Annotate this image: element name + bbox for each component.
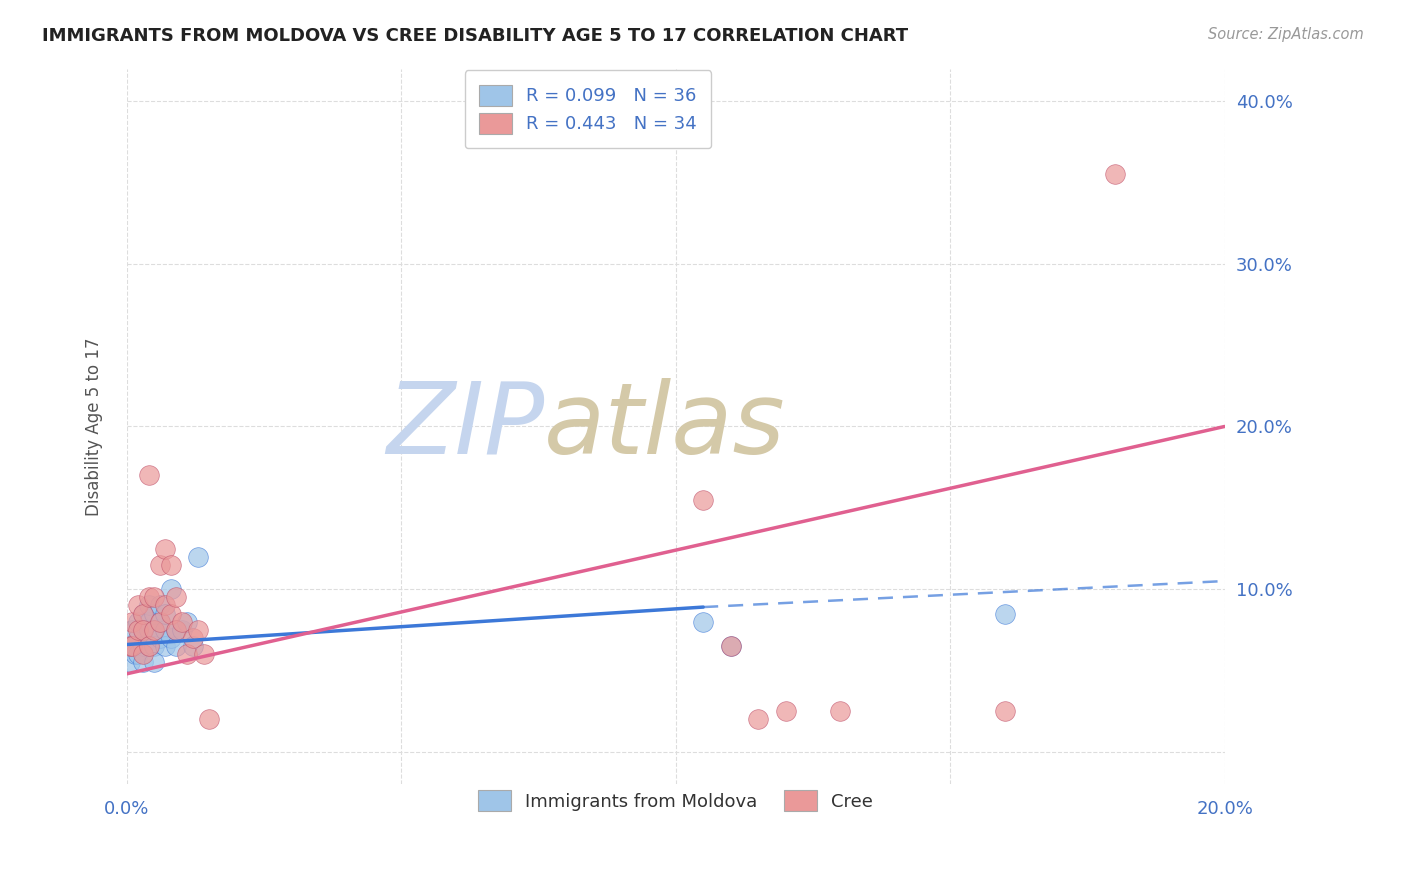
Point [132,623,155,637]
Point [159,607,181,621]
Point [1104,167,1126,181]
Point [198,712,221,726]
Point [720,639,742,653]
Point [159,558,181,572]
Point [159,582,181,597]
Point [187,549,209,564]
Point [138,599,160,613]
Point [132,656,155,670]
Point [159,631,181,645]
Point [127,647,149,661]
Point [121,639,143,653]
Point [127,615,149,629]
Point [692,492,714,507]
Point [138,623,160,637]
Point [193,647,215,661]
Point [149,558,172,572]
Point [165,591,187,605]
Point [138,591,160,605]
Point [118,639,141,653]
Point [155,639,177,653]
Point [132,623,155,637]
Point [127,623,149,637]
Point [121,615,143,629]
Point [132,647,155,661]
Point [121,639,143,653]
Point [143,639,166,653]
Point [994,607,1017,621]
Point [118,656,141,670]
Point [994,704,1017,718]
Text: Source: ZipAtlas.com: Source: ZipAtlas.com [1208,27,1364,42]
Point [692,615,714,629]
Point [181,639,204,653]
Point [132,607,155,621]
Point [143,591,166,605]
Point [121,623,143,637]
Point [155,541,177,556]
Point [155,599,177,613]
Point [830,704,852,718]
Point [124,647,146,661]
Point [132,607,155,621]
Point [149,599,172,613]
Point [155,623,177,637]
Point [127,631,149,645]
Point [138,468,160,483]
Text: IMMIGRANTS FROM MOLDOVA VS CREE DISABILITY AGE 5 TO 17 CORRELATION CHART: IMMIGRANTS FROM MOLDOVA VS CREE DISABILI… [42,27,908,45]
Point [165,639,187,653]
Point [138,639,160,653]
Text: ZIP: ZIP [385,378,544,475]
Point [149,615,172,629]
Point [165,623,187,637]
Point [720,639,742,653]
Point [181,631,204,645]
Point [149,631,172,645]
Point [143,623,166,637]
Point [149,615,172,629]
Point [176,615,198,629]
Point [138,615,160,629]
Point [138,639,160,653]
Point [127,599,149,613]
Point [155,607,177,621]
Y-axis label: Disability Age 5 to 17: Disability Age 5 to 17 [86,337,103,516]
Point [165,623,187,637]
Point [176,647,198,661]
Text: atlas: atlas [544,378,786,475]
Point [775,704,797,718]
Point [132,639,155,653]
Point [170,623,193,637]
Point [187,623,209,637]
Point [747,712,769,726]
Point [143,607,166,621]
Legend: Immigrants from Moldova, Cree: Immigrants from Moldova, Cree [464,776,887,825]
Point [170,615,193,629]
Point [143,623,166,637]
Point [143,656,166,670]
